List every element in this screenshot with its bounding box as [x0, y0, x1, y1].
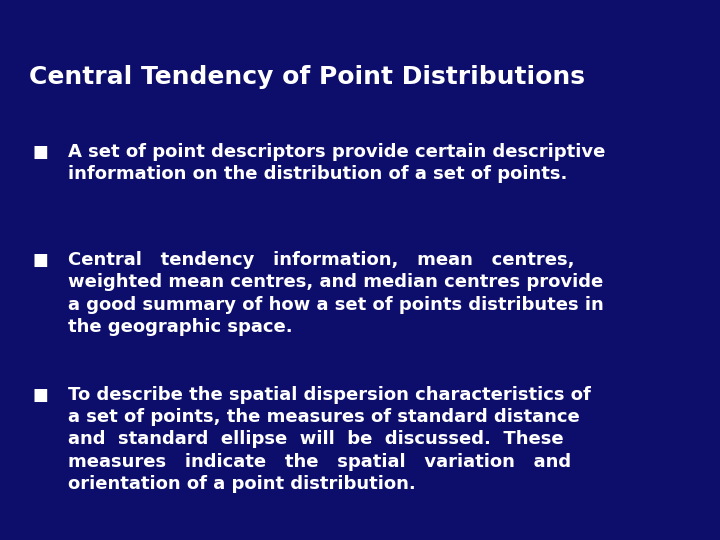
Text: Central   tendency   information,   mean   centres,
weighted mean centres, and m: Central tendency information, mean centr… — [68, 251, 604, 336]
Text: ■: ■ — [32, 143, 48, 161]
Text: Central Tendency of Point Distributions: Central Tendency of Point Distributions — [29, 65, 585, 89]
Text: A set of point descriptors provide certain descriptive
information on the distri: A set of point descriptors provide certa… — [68, 143, 606, 183]
Text: ■: ■ — [32, 251, 48, 269]
Text: ■: ■ — [32, 386, 48, 404]
Text: To describe the spatial dispersion characteristics of
a set of points, the measu: To describe the spatial dispersion chara… — [68, 386, 591, 493]
